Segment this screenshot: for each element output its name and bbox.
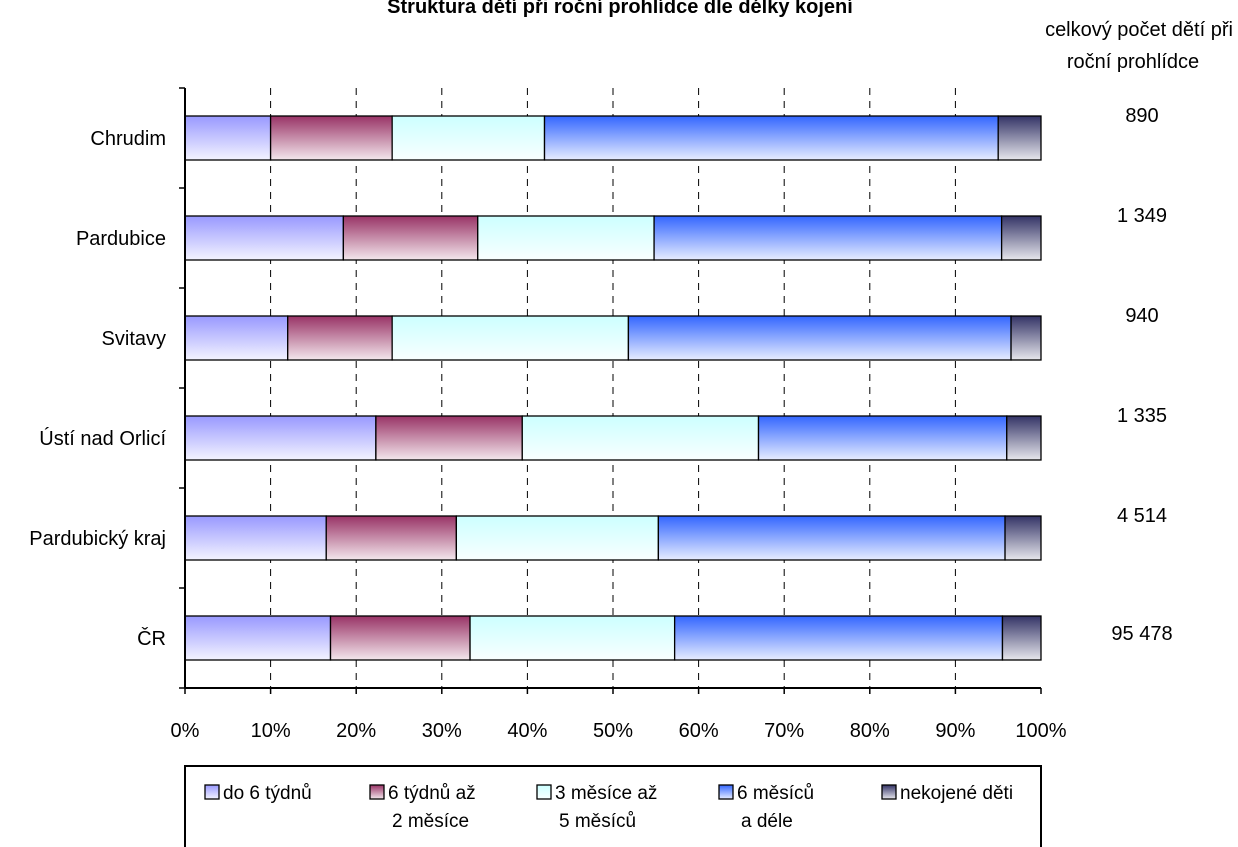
x-tick-label-2: 20% bbox=[336, 720, 376, 742]
x-tick-label-1: 10% bbox=[251, 720, 291, 742]
category-label-pardubicky-kraj: Pardubický kraj bbox=[29, 528, 166, 550]
category-label-chrudim: Chrudim bbox=[90, 128, 166, 150]
x-tick-label-4: 40% bbox=[507, 720, 547, 742]
bar-usti-nad-orlici-6-mesicu-a-dele bbox=[757, 415, 1008, 461]
total-label-cr: 95 478 bbox=[1111, 623, 1172, 645]
bar-usti-nad-orlici-nekojene-deti bbox=[1006, 415, 1042, 461]
legend-label-6-tydnu-az-2-mesice-line-2: 2 měsíce bbox=[392, 811, 469, 832]
totals-header-line-2: roční prohlídce bbox=[1067, 51, 1199, 73]
bar-svitavy-6-mesicu-a-dele bbox=[627, 315, 1012, 361]
bar-usti-nad-orlici-6-tydnu-az-2-mesice bbox=[375, 415, 523, 461]
bar-pardubice-nekojene-deti bbox=[1000, 215, 1042, 261]
bar-chrudim-6-tydnu-az-2-mesice bbox=[269, 115, 393, 161]
total-label-pardubice: 1 349 bbox=[1117, 205, 1167, 227]
legend-swatch-3-mesice-az-5-mesicu bbox=[536, 784, 552, 800]
legend-label-6-mesicu-a-dele-line-2: a déle bbox=[741, 811, 793, 832]
x-tick-label-10: 100% bbox=[1015, 720, 1066, 742]
bar-cr-nekojene-deti bbox=[1001, 615, 1042, 661]
legend-label-nekojene-deti-line-1: nekojené děti bbox=[900, 783, 1013, 804]
x-tick-label-9: 90% bbox=[935, 720, 975, 742]
legend-label-6-mesicu-a-dele-line-1: 6 měsíců bbox=[737, 783, 814, 804]
bar-pardubicky-kraj-6-mesicu-a-dele bbox=[657, 515, 1006, 561]
bars bbox=[184, 115, 1042, 661]
legend-swatch-6-mesicu-a-dele bbox=[718, 784, 734, 800]
bar-svitavy-do-6-tydnu bbox=[184, 315, 289, 361]
legend-label-do-6-tydnu-line-1: do 6 týdnů bbox=[223, 783, 312, 804]
category-label-svitavy: Svitavy bbox=[102, 328, 166, 350]
bar-cr-do-6-tydnu bbox=[184, 615, 332, 661]
bar-svitavy-nekojene-deti bbox=[1010, 315, 1042, 361]
x-tick-label-7: 70% bbox=[764, 720, 804, 742]
bar-pardubice-6-mesicu-a-dele bbox=[653, 215, 1003, 261]
legend-label-6-tydnu-az-2-mesice-line-1: 6 týdnů až bbox=[388, 783, 476, 804]
chart-title: Struktura dětí při roční prohlídce dle d… bbox=[387, 0, 854, 18]
legend: do 6 týdnů 6 týdnů až 2 měsíce 3 měsíce až 5… bbox=[184, 765, 1042, 847]
category-label-usti-nad-orlici: Ústí nad Orlicí bbox=[39, 427, 166, 450]
bar-pardubice-6-tydnu-az-2-mesice bbox=[342, 215, 479, 261]
bar-svitavy-3-mesice-az-5-mesicu bbox=[391, 315, 630, 361]
bar-svitavy-6-tydnu-az-2-mesice bbox=[287, 315, 393, 361]
bar-pardubice-3-mesice-az-5-mesicu bbox=[477, 215, 655, 261]
legend-label-3-mesice-az-5-mesicu-line-1: 3 měsíce až bbox=[555, 783, 657, 804]
axes bbox=[179, 87, 1042, 694]
legend-swatch-6-tydnu-az-2-mesice bbox=[369, 784, 385, 800]
total-label-usti-nad-orlici: 1 335 bbox=[1117, 405, 1167, 427]
bar-cr-6-tydnu-az-2-mesice bbox=[329, 615, 471, 661]
bar-chrudim-do-6-tydnu bbox=[184, 115, 272, 161]
legend-swatch-do-6-tydnu bbox=[204, 784, 220, 800]
total-label-pardubicky-kraj: 4 514 bbox=[1117, 505, 1167, 527]
labels: Chrudim 890 Pardubice 1 349 Svitavy 940 Ústí n… bbox=[29, 105, 1172, 742]
gridlines bbox=[270, 88, 956, 688]
category-label-pardubice: Pardubice bbox=[76, 228, 166, 250]
bar-pardubicky-kraj-do-6-tydnu bbox=[184, 515, 327, 561]
bar-pardubicky-kraj-6-tydnu-az-2-mesice bbox=[325, 515, 458, 561]
bar-chrudim-nekojene-deti bbox=[997, 115, 1042, 161]
x-tick-label-5: 50% bbox=[593, 720, 633, 742]
totals-header-line-1: celkový počet dětí při bbox=[1045, 19, 1233, 41]
bar-usti-nad-orlici-3-mesice-az-5-mesicu bbox=[521, 415, 760, 461]
bar-pardubicky-kraj-nekojene-deti bbox=[1004, 515, 1042, 561]
x-tick-label-3: 30% bbox=[422, 720, 462, 742]
bar-usti-nad-orlici-do-6-tydnu bbox=[184, 415, 377, 461]
legend-swatch-nekojene-deti bbox=[881, 784, 897, 800]
bar-cr-6-mesicu-a-dele bbox=[673, 615, 1004, 661]
legend-box bbox=[184, 765, 1042, 847]
bar-cr-3-mesice-az-5-mesicu bbox=[469, 615, 676, 661]
x-tick-label-6: 60% bbox=[679, 720, 719, 742]
bar-chrudim-3-mesice-az-5-mesicu bbox=[391, 115, 546, 161]
legend-label-3-mesice-az-5-mesicu-line-2: 5 měsíců bbox=[559, 811, 636, 832]
x-tick-label-0: 0% bbox=[171, 720, 200, 742]
category-label-cr: ČR bbox=[137, 627, 166, 650]
x-tick-label-8: 80% bbox=[850, 720, 890, 742]
bar-chrudim-6-mesicu-a-dele bbox=[543, 115, 999, 161]
total-label-svitavy: 940 bbox=[1125, 305, 1158, 327]
bar-pardubice-do-6-tydnu bbox=[184, 215, 345, 261]
bar-pardubicky-kraj-3-mesice-az-5-mesicu bbox=[455, 515, 660, 561]
total-label-chrudim: 890 bbox=[1125, 105, 1158, 127]
